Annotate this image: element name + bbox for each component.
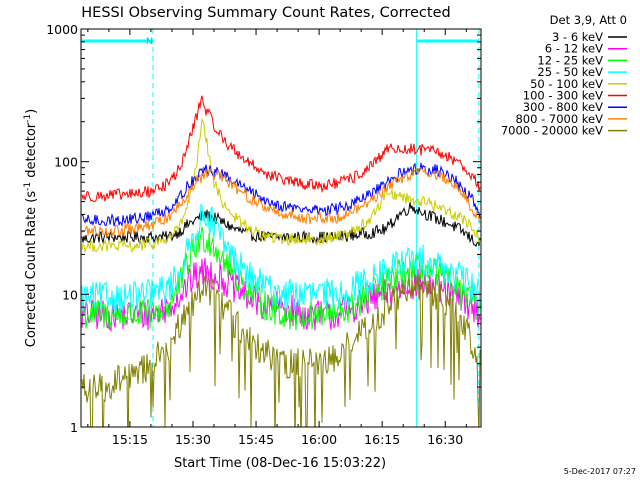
series-line [81,117,481,254]
y-tick-label: 1 [70,420,78,435]
series-line [81,226,481,331]
series-line [81,162,481,228]
y-axis: 1 10 100 1000 [46,22,481,435]
x-tick-label: 16:30 [427,432,463,447]
series-layer [81,95,481,427]
series-line [81,202,481,248]
chart-title: HESSI Observing Summary Count Rates, Cor… [81,5,450,21]
x-axis: 15:15 15:30 15:45 16:00 16:15 16:30 [87,29,467,447]
x-tick-label: 16:00 [301,432,337,447]
event-markers [81,29,480,427]
series-line [81,95,481,203]
night-marker: N [146,37,153,47]
legend-label: 12 - 25 keV [537,53,603,67]
y-axis-label: Corrected Count Rate (s-1 detector-1) [23,109,39,347]
legend-label: 800 - 7000 keV [515,112,603,126]
y-tick-label: 10 [62,287,78,302]
x-tick-label: 15:15 [112,432,148,447]
plot-frame [80,28,482,428]
timestamp: 5-Dec-2017 07:27 [564,467,636,476]
x-tick-label: 16:15 [364,432,400,447]
legend-label: 300 - 800 keV [523,100,603,114]
legend-label: 6 - 12 keV [545,42,603,56]
x-tick-label: 15:30 [175,432,211,447]
x-tick-label: 15:45 [238,432,274,447]
series-line [81,274,481,427]
legend-label: 3 - 6 keV [552,30,603,44]
legend-label: 50 - 100 keV [530,77,603,91]
legend-label: 25 - 50 keV [537,65,603,79]
y-tick-label: 1000 [46,22,78,37]
legend-label: 100 - 300 keV [523,89,603,103]
series-line [81,167,481,238]
x-axis-label: Start Time (08-Dec-16 15:03:22) [174,456,386,471]
series-line [81,202,481,315]
legend-label: 7000 - 20000 keV [501,124,603,138]
legend-header: Det 3,9, Att 0 [550,13,627,27]
y-tick-label: 100 [54,155,78,170]
